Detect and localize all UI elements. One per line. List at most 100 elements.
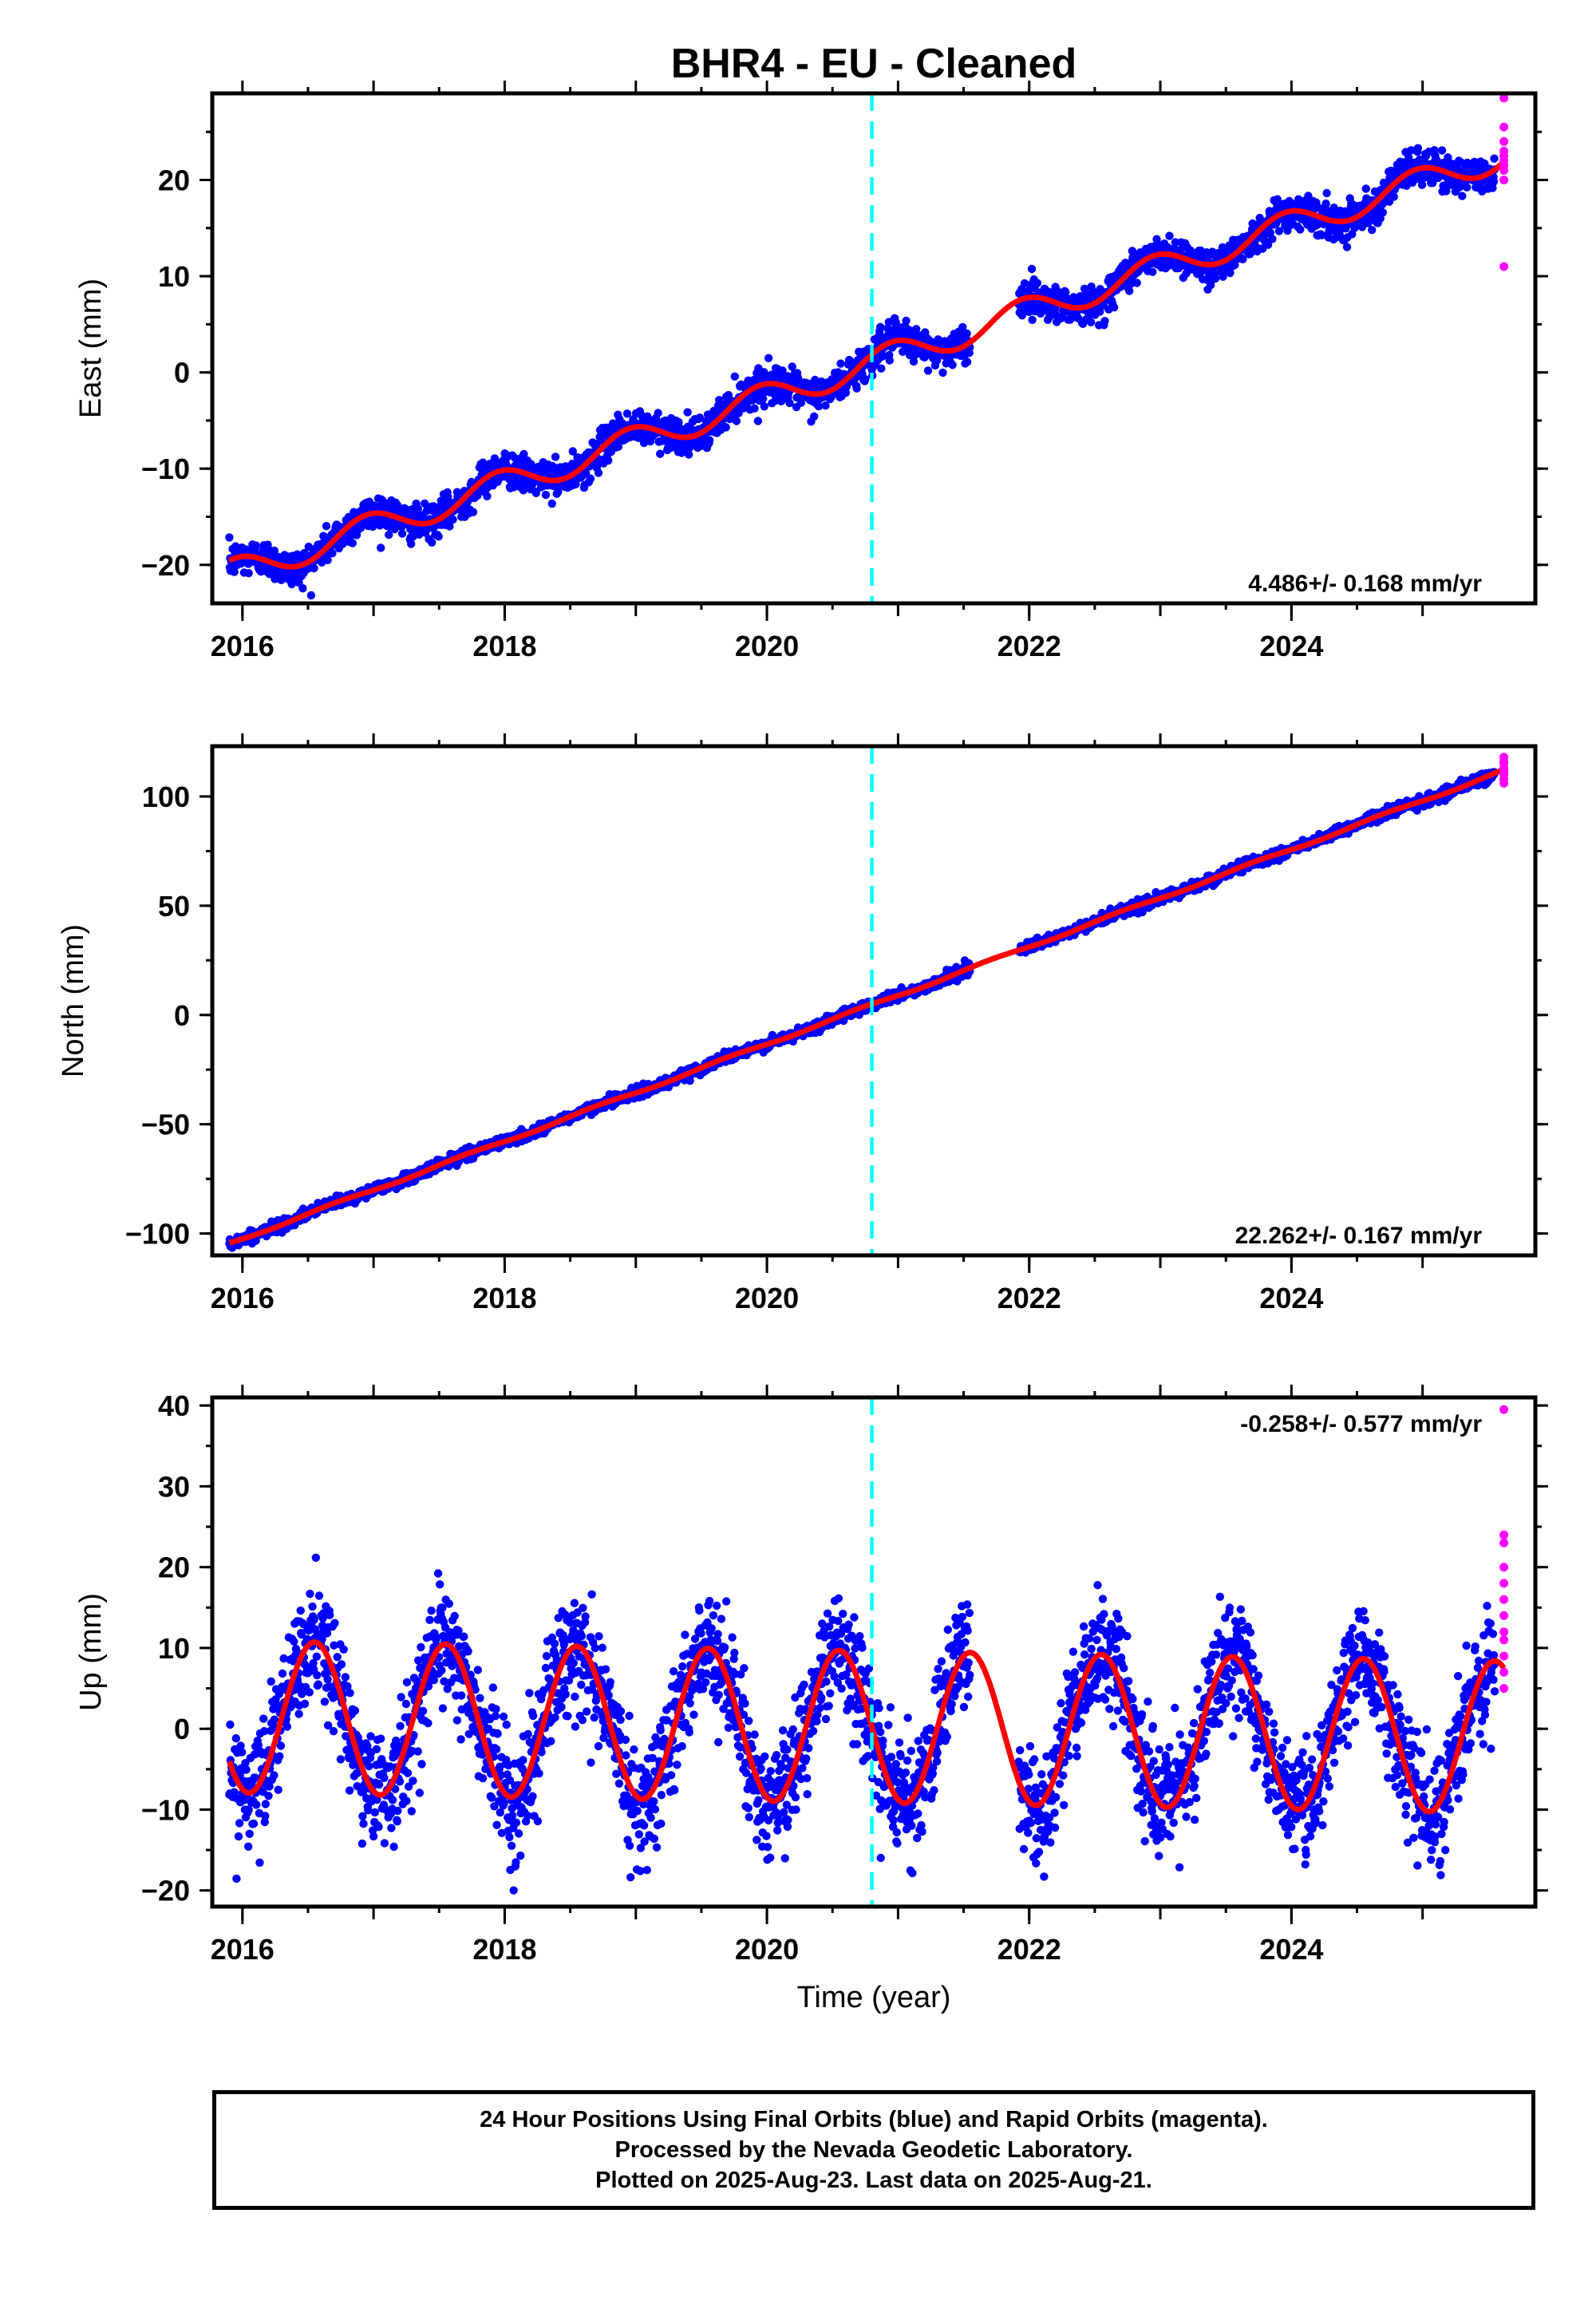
- east-data-point: [1322, 188, 1331, 198]
- east-data-point: [1165, 231, 1174, 240]
- east-data-point: [1317, 231, 1326, 239]
- east-data-point: [519, 449, 528, 459]
- east-data-point: [1027, 264, 1037, 274]
- east-data-point: [885, 356, 895, 365]
- east-data-point: [1490, 154, 1499, 163]
- east-data-point: [270, 546, 279, 555]
- east-data-point: [306, 591, 316, 600]
- east-data-point: [753, 417, 763, 425]
- east-data-point: [541, 490, 551, 500]
- east-x-tick-label: 2016: [211, 630, 275, 662]
- east-data-point: [962, 358, 972, 366]
- east-data-point: [531, 488, 540, 497]
- east-y-tick-label: −10: [141, 453, 190, 485]
- east-data-point: [1458, 192, 1467, 200]
- east-data-point: [377, 543, 385, 552]
- east-data-point: [796, 398, 805, 407]
- east-data-point: [1413, 144, 1423, 152]
- east-data-point: [287, 579, 296, 589]
- east-x-tick-label: 2024: [1259, 630, 1323, 662]
- east-data-point: [1437, 146, 1447, 155]
- east-data-point: [1361, 184, 1371, 193]
- figure-title: BHR4 - EU - Cleaned: [671, 41, 1077, 87]
- east-rapid-point: [1499, 176, 1509, 184]
- east-data-point: [811, 375, 820, 385]
- east-data-point: [304, 542, 313, 551]
- east-data-point: [1341, 224, 1350, 233]
- east-y-tick-label: 10: [158, 260, 190, 293]
- east-data-point: [962, 329, 971, 338]
- east-data-point: [1442, 187, 1451, 196]
- east-data-point: [1100, 317, 1109, 326]
- east-data-point: [551, 453, 560, 461]
- east-data-point: [1086, 318, 1096, 326]
- east-data-point: [1033, 279, 1042, 287]
- east-data-point: [586, 474, 595, 483]
- east-data-point: [1296, 225, 1305, 234]
- east-data-point: [841, 388, 851, 397]
- east-data-point: [654, 409, 662, 417]
- east-data-point: [547, 499, 556, 508]
- east-data-point: [876, 322, 885, 331]
- east-data-point: [448, 515, 457, 524]
- east-data-point: [948, 361, 957, 370]
- east-data-point: [785, 398, 794, 408]
- east-data-point: [1268, 235, 1277, 243]
- east-data-point: [225, 533, 234, 542]
- east-data-point: [1171, 238, 1180, 247]
- east-data-point: [909, 357, 918, 366]
- east-data-point: [705, 436, 714, 445]
- east-data-point: [1096, 307, 1104, 316]
- east-data-point: [877, 364, 886, 373]
- east-data-point: [1368, 226, 1377, 235]
- east-data-point: [413, 504, 422, 513]
- east-data-point: [656, 449, 665, 458]
- east-data-point: [604, 456, 613, 465]
- east-data-point: [958, 322, 967, 332]
- east-data-point: [814, 401, 824, 411]
- east-data-point: [385, 530, 393, 539]
- east-y-axis-label: East (mm): [74, 279, 108, 418]
- east-data-point: [428, 538, 437, 547]
- east-data-point: [1231, 260, 1239, 270]
- east-data-point: [902, 316, 911, 326]
- east-data-point: [393, 501, 402, 510]
- east-y-tick-label: 0: [174, 357, 190, 389]
- east-rapid-point: [1499, 122, 1509, 132]
- east-data-point: [1263, 240, 1273, 249]
- east-data-point: [244, 569, 253, 578]
- east-data-point: [468, 508, 478, 516]
- east-data-point: [1061, 288, 1070, 297]
- east-data-point: [271, 575, 279, 583]
- east-data-point: [1407, 146, 1416, 155]
- east-data-point: [397, 529, 407, 538]
- east-data-point: [230, 567, 239, 576]
- east-rapid-point: [1499, 262, 1509, 271]
- east-x-tick-label: 2022: [998, 630, 1061, 662]
- east-data-point: [1274, 227, 1284, 235]
- east-x-tick-label: 2018: [472, 630, 536, 662]
- east-data-point: [764, 354, 773, 362]
- east-data-point: [622, 409, 632, 418]
- east-data-point: [1028, 315, 1037, 324]
- east-data-point: [923, 366, 933, 375]
- east-data-point: [322, 522, 331, 531]
- east-data-point: [836, 359, 845, 368]
- east-data-point: [1017, 311, 1027, 320]
- east-data-point: [1404, 153, 1413, 162]
- east-data-point: [1417, 180, 1427, 189]
- east-data-point: [732, 417, 741, 425]
- east-rapid-point: [1499, 93, 1509, 103]
- east-data-point: [581, 468, 591, 478]
- east-data-point: [1125, 287, 1134, 295]
- east-data-point: [251, 541, 260, 550]
- east-data-point: [1489, 177, 1499, 186]
- east-data-point: [861, 374, 870, 384]
- east-y-tick-label: −20: [141, 549, 190, 582]
- east-data-point: [938, 368, 947, 377]
- east-plot-area: [225, 93, 1509, 600]
- east-data-point: [1389, 192, 1398, 201]
- east-data-point: [407, 539, 416, 548]
